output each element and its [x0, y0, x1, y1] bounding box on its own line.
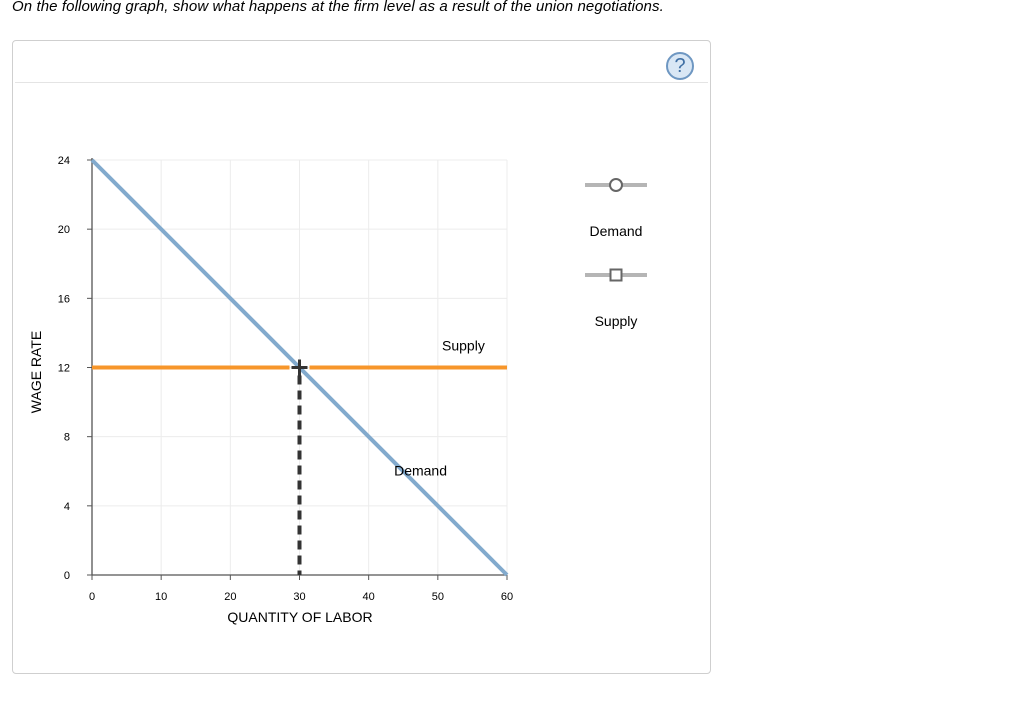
x-tick-label-30: 30 — [293, 591, 305, 603]
curve-labels: Supply Demand — [394, 338, 485, 479]
graph-panel: ? — [12, 40, 711, 674]
y-axis-label: WAGE RATE — [28, 331, 44, 413]
question-mark-icon: ? — [674, 55, 686, 77]
demand-curve-label: Demand — [394, 462, 447, 478]
y-tick-label-20: 20 — [58, 224, 70, 236]
x-tick-label-40: 40 — [363, 591, 375, 603]
x-tick-label-0: 0 — [89, 591, 95, 603]
y-tick-label-16: 16 — [58, 293, 70, 305]
x-tick-label-50: 50 — [432, 591, 444, 603]
x-tick-label-20: 20 — [224, 591, 236, 603]
y-tick-label-0: 0 — [64, 570, 70, 582]
y-tick-label-4: 4 — [64, 501, 70, 513]
legend-demand-label: Demand — [590, 223, 643, 239]
x-axis-label: QUANTITY OF LABOR — [227, 609, 372, 625]
y-tick-label-24: 24 — [58, 155, 70, 167]
y-tick-label-12: 12 — [58, 363, 70, 375]
panel-divider — [15, 82, 708, 83]
circle-marker-icon[interactable] — [609, 178, 623, 192]
square-marker-icon[interactable] — [609, 268, 623, 282]
help-button[interactable]: ? — [666, 52, 694, 80]
tick-labels: 0 10 20 30 40 50 60 0 4 8 12 16 20 24 — [58, 155, 513, 603]
x-tick-label-10: 10 — [155, 591, 167, 603]
instruction-text: On the following graph, show what happen… — [12, 0, 664, 15]
legend-supply-label: Supply — [595, 313, 638, 329]
y-tick-label-8: 8 — [64, 432, 70, 444]
legend[interactable]: Demand Supply — [585, 178, 647, 329]
supply-curve-label: Supply — [442, 338, 485, 354]
x-tick-label-60: 60 — [501, 591, 513, 603]
series-lines — [90, 158, 509, 577]
